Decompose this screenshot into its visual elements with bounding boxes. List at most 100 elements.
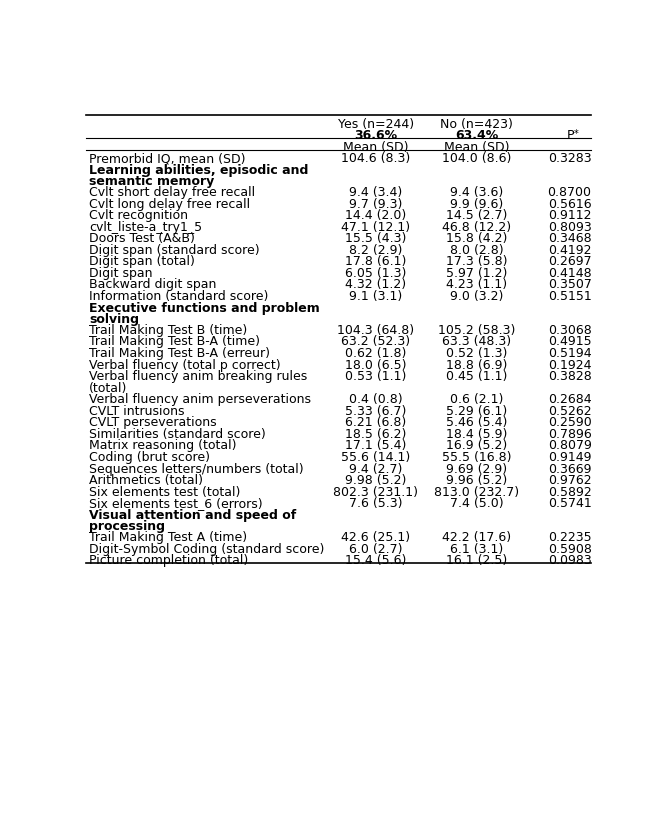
Text: 63.2 (52.3): 63.2 (52.3)	[341, 335, 410, 349]
Text: (total): (total)	[89, 382, 127, 394]
Text: Matrix reasoning (total): Matrix reasoning (total)	[89, 439, 237, 453]
Text: 0.4 (0.8): 0.4 (0.8)	[349, 394, 402, 406]
Text: *: *	[573, 129, 578, 139]
Text: Verbal fluency anim perseverations: Verbal fluency anim perseverations	[89, 394, 311, 406]
Text: CVLT intrusions: CVLT intrusions	[89, 404, 184, 418]
Text: Mean (SD): Mean (SD)	[343, 141, 408, 154]
Text: 802.3 (231.1): 802.3 (231.1)	[333, 486, 418, 498]
Text: 15.4 (5.6): 15.4 (5.6)	[345, 554, 406, 567]
Text: Premorbid IQ, mean (SD): Premorbid IQ, mean (SD)	[89, 152, 245, 166]
Text: cvlt_liste-a_try1_5: cvlt_liste-a_try1_5	[89, 220, 202, 234]
Text: 4.32 (1.2): 4.32 (1.2)	[345, 279, 406, 291]
Text: 16.9 (5.2): 16.9 (5.2)	[446, 439, 507, 453]
Text: P: P	[568, 129, 575, 142]
Text: 0.4148: 0.4148	[548, 267, 591, 280]
Text: 0.8093: 0.8093	[548, 220, 591, 234]
Text: Cvlt short delay free recall: Cvlt short delay free recall	[89, 186, 255, 199]
Text: 104.3 (64.8): 104.3 (64.8)	[337, 324, 414, 337]
Text: Information (standard score): Information (standard score)	[89, 290, 269, 303]
Text: 0.2684: 0.2684	[548, 394, 591, 406]
Text: 0.7896: 0.7896	[548, 428, 591, 441]
Text: 55.5 (16.8): 55.5 (16.8)	[442, 451, 511, 464]
Text: 0.5616: 0.5616	[548, 198, 591, 210]
Text: 9.4 (3.4): 9.4 (3.4)	[349, 186, 402, 199]
Text: 0.45 (1.1): 0.45 (1.1)	[446, 370, 507, 383]
Text: solving: solving	[89, 313, 139, 326]
Text: 36.6%: 36.6%	[354, 129, 397, 142]
Text: 0.5908: 0.5908	[548, 542, 591, 556]
Text: 7.6 (5.3): 7.6 (5.3)	[349, 498, 402, 510]
Text: 104.0 (8.6): 104.0 (8.6)	[442, 152, 511, 166]
Text: 0.3669: 0.3669	[548, 463, 591, 476]
Text: Arithmetics (total): Arithmetics (total)	[89, 474, 203, 487]
Text: 18.5 (6.2): 18.5 (6.2)	[345, 428, 406, 441]
Text: 0.3068: 0.3068	[548, 324, 591, 337]
Text: 0.1924: 0.1924	[548, 359, 591, 372]
Text: 9.9 (9.6): 9.9 (9.6)	[450, 198, 503, 210]
Text: 7.4 (5.0): 7.4 (5.0)	[450, 498, 503, 510]
Text: 18.8 (6.9): 18.8 (6.9)	[446, 359, 507, 372]
Text: 47.1 (12.1): 47.1 (12.1)	[341, 220, 410, 234]
Text: 15.5 (4.3): 15.5 (4.3)	[345, 232, 406, 245]
Text: 9.0 (3.2): 9.0 (3.2)	[450, 290, 503, 303]
Text: 9.4 (2.7): 9.4 (2.7)	[349, 463, 402, 476]
Text: 14.5 (2.7): 14.5 (2.7)	[446, 209, 507, 222]
Text: Cvlt recognition: Cvlt recognition	[89, 209, 188, 222]
Text: semantic memory: semantic memory	[89, 175, 214, 188]
Text: 0.3507: 0.3507	[548, 279, 591, 291]
Text: 17.3 (5.8): 17.3 (5.8)	[446, 255, 507, 269]
Text: No (n=423): No (n=423)	[440, 118, 513, 131]
Text: 5.97 (1.2): 5.97 (1.2)	[446, 267, 507, 280]
Text: 8.0 (2.8): 8.0 (2.8)	[450, 244, 503, 257]
Text: 55.6 (14.1): 55.6 (14.1)	[341, 451, 410, 464]
Text: Mean (SD): Mean (SD)	[444, 141, 509, 154]
Text: 5.46 (5.4): 5.46 (5.4)	[446, 416, 507, 429]
Text: 6.0 (2.7): 6.0 (2.7)	[349, 542, 402, 556]
Text: 6.05 (1.3): 6.05 (1.3)	[345, 267, 406, 280]
Text: Cvlt long delay free recall: Cvlt long delay free recall	[89, 198, 250, 210]
Text: 16.1 (2.5): 16.1 (2.5)	[446, 554, 507, 567]
Text: 0.2590: 0.2590	[548, 416, 591, 429]
Text: 17.8 (6.1): 17.8 (6.1)	[345, 255, 406, 269]
Text: 0.2235: 0.2235	[548, 531, 591, 544]
Text: 0.5892: 0.5892	[548, 486, 591, 498]
Text: 0.4915: 0.4915	[548, 335, 591, 349]
Text: 0.8079: 0.8079	[548, 439, 591, 453]
Text: 42.2 (17.6): 42.2 (17.6)	[442, 531, 511, 544]
Text: Six elements test_6 (errors): Six elements test_6 (errors)	[89, 498, 263, 510]
Text: Trail Making Test B (time): Trail Making Test B (time)	[89, 324, 247, 337]
Text: 5.33 (6.7): 5.33 (6.7)	[345, 404, 406, 418]
Text: 9.4 (3.6): 9.4 (3.6)	[450, 186, 503, 199]
Text: 0.8700: 0.8700	[548, 186, 591, 199]
Text: Similarities (standard score): Similarities (standard score)	[89, 428, 266, 441]
Text: 105.2 (58.3): 105.2 (58.3)	[438, 324, 515, 337]
Text: Doors Test (A&B): Doors Test (A&B)	[89, 232, 195, 245]
Text: 0.53 (1.1): 0.53 (1.1)	[345, 370, 406, 383]
Text: Digit-Symbol Coding (standard score): Digit-Symbol Coding (standard score)	[89, 542, 324, 556]
Text: 9.7 (9.3): 9.7 (9.3)	[349, 198, 402, 210]
Text: 9.1 (3.1): 9.1 (3.1)	[349, 290, 402, 303]
Text: 63.3 (48.3): 63.3 (48.3)	[442, 335, 511, 349]
Text: Trail Making Test B-A (erreur): Trail Making Test B-A (erreur)	[89, 347, 270, 360]
Text: Verbal fluency anim breaking rules: Verbal fluency anim breaking rules	[89, 370, 308, 383]
Text: 0.9762: 0.9762	[548, 474, 591, 487]
Text: 15.8 (4.2): 15.8 (4.2)	[446, 232, 507, 245]
Text: Trail Making Test B-A (time): Trail Making Test B-A (time)	[89, 335, 260, 349]
Text: 104.6 (8.3): 104.6 (8.3)	[341, 152, 410, 166]
Text: 0.0983: 0.0983	[548, 554, 591, 567]
Text: 0.4192: 0.4192	[548, 244, 591, 257]
Text: 0.3468: 0.3468	[548, 232, 591, 245]
Text: Coding (brut score): Coding (brut score)	[89, 451, 210, 464]
Text: 18.4 (5.9): 18.4 (5.9)	[446, 428, 507, 441]
Text: Verbal fluency (total p correct): Verbal fluency (total p correct)	[89, 359, 280, 372]
Text: 813.0 (232.7): 813.0 (232.7)	[434, 486, 519, 498]
Text: Executive functions and problem: Executive functions and problem	[89, 301, 320, 314]
Text: 6.21 (6.8): 6.21 (6.8)	[345, 416, 406, 429]
Text: 18.0 (6.5): 18.0 (6.5)	[345, 359, 406, 372]
Text: Visual attention and speed of: Visual attention and speed of	[89, 508, 296, 522]
Text: Learning abilities, episodic and: Learning abilities, episodic and	[89, 164, 308, 176]
Text: 0.3828: 0.3828	[548, 370, 591, 383]
Text: 9.69 (2.9): 9.69 (2.9)	[446, 463, 507, 476]
Text: 0.62 (1.8): 0.62 (1.8)	[345, 347, 406, 360]
Text: 63.4%: 63.4%	[455, 129, 498, 142]
